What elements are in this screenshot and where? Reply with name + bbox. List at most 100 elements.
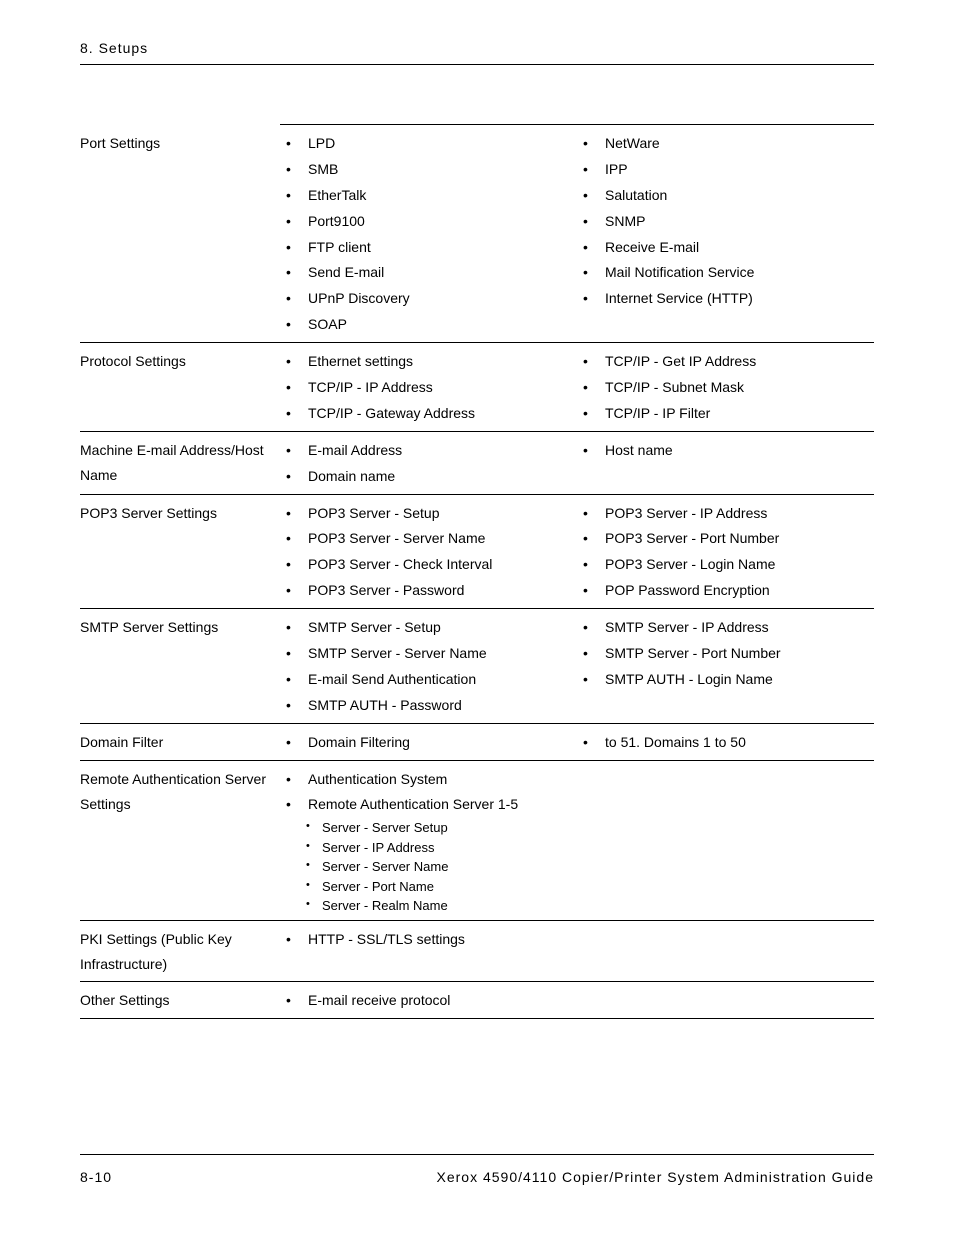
row-content: HTTP - SSL/TLS settings	[280, 927, 874, 977]
list-item: E-mail Address	[280, 438, 577, 464]
list-item: TCP/IP - IP Address	[280, 375, 577, 401]
table-row: Protocol SettingsEthernet settingsTCP/IP…	[80, 343, 874, 432]
table-row: Remote Authentication Server SettingsAut…	[80, 761, 874, 921]
list-item: UPnP Discovery	[280, 286, 577, 312]
left-column: HTTP - SSL/TLS settings	[280, 927, 577, 977]
row-label: Remote Authentication Server Settings	[80, 767, 280, 916]
table-row: SMTP Server SettingsSMTP Server - SetupS…	[80, 609, 874, 724]
row-label: Other Settings	[80, 988, 280, 1014]
right-column: to 51. Domains 1 to 50	[577, 730, 874, 756]
list-item: Host name	[577, 438, 874, 464]
list-item: TCP/IP - Gateway Address	[280, 401, 577, 427]
right-column: POP3 Server - IP AddressPOP3 Server - Po…	[577, 501, 874, 605]
right-column: Host name	[577, 438, 874, 490]
list-item: TCP/IP - IP Filter	[577, 401, 874, 427]
right-column	[577, 927, 874, 977]
row-content: LPDSMBEtherTalkPort9100FTP clientSend E-…	[280, 131, 874, 338]
row-label: Domain Filter	[80, 730, 280, 756]
page-footer: 8-10 Xerox 4590/4110 Copier/Printer Syst…	[80, 1154, 874, 1185]
row-content: SMTP Server - SetupSMTP Server - Server …	[280, 615, 874, 719]
list-item: to 51. Domains 1 to 50	[577, 730, 874, 756]
row-content: Ethernet settingsTCP/IP - IP AddressTCP/…	[280, 349, 874, 427]
list-item: POP3 Server - Login Name	[577, 552, 874, 578]
row-content: E-mail receive protocol	[280, 988, 874, 1014]
right-column: TCP/IP - Get IP AddressTCP/IP - Subnet M…	[577, 349, 874, 427]
list-item: Domain Filtering	[280, 730, 577, 756]
right-column: NetWareIPPSalutationSNMPReceive E-mailMa…	[577, 131, 874, 338]
list-item: Salutation	[577, 183, 874, 209]
list-item: Server - Port Name	[302, 877, 874, 897]
list-item: SMTP Server - IP Address	[577, 615, 874, 641]
list-item: POP3 Server - Password	[280, 578, 577, 604]
list-item: POP3 Server - Setup	[280, 501, 577, 527]
list-item: FTP client	[280, 235, 577, 261]
table-row: Other SettingsE-mail receive protocol	[80, 982, 874, 1019]
left-column: LPDSMBEtherTalkPort9100FTP clientSend E-…	[280, 131, 577, 338]
table-row: Port SettingsLPDSMBEtherTalkPort9100FTP …	[80, 125, 874, 343]
left-column: E-mail AddressDomain name	[280, 438, 577, 490]
right-column	[577, 988, 874, 1014]
left-column: E-mail receive protocol	[280, 988, 577, 1014]
list-item: TCP/IP - Get IP Address	[577, 349, 874, 375]
list-item: Server - Server Name	[302, 857, 874, 877]
left-column: Ethernet settingsTCP/IP - IP AddressTCP/…	[280, 349, 577, 427]
list-item: POP3 Server - Check Interval	[280, 552, 577, 578]
list-item: SMTP Server - Setup	[280, 615, 577, 641]
list-item: HTTP - SSL/TLS settings	[280, 927, 577, 953]
list-item: SMTP AUTH - Login Name	[577, 667, 874, 693]
table-top-rule	[280, 105, 874, 125]
list-item: Domain name	[280, 464, 577, 490]
list-item: Server - Realm Name	[302, 896, 874, 916]
list-item: Authentication System	[280, 767, 874, 793]
left-column: Domain Filtering	[280, 730, 577, 756]
list-item: POP3 Server - Server Name	[280, 526, 577, 552]
list-item: EtherTalk	[280, 183, 577, 209]
left-column: SMTP Server - SetupSMTP Server - Server …	[280, 615, 577, 719]
list-item: POP Password Encryption	[577, 578, 874, 604]
list-item: Server - IP Address	[302, 838, 874, 858]
left-column: POP3 Server - SetupPOP3 Server - Server …	[280, 501, 577, 605]
right-column: SMTP Server - IP AddressSMTP Server - Po…	[577, 615, 874, 719]
nested-heading: Remote Authentication Server 1-5	[280, 792, 874, 818]
table-row: Machine E-mail Address/Host NameE-mail A…	[80, 432, 874, 495]
list-item: SMTP Server - Port Number	[577, 641, 874, 667]
list-item: Send E-mail	[280, 260, 577, 286]
list-item: E-mail receive protocol	[280, 988, 577, 1014]
page-number: 8-10	[80, 1169, 112, 1185]
list-item: Ethernet settings	[280, 349, 577, 375]
list-item: SNMP	[577, 209, 874, 235]
table-row: Domain FilterDomain Filteringto 51. Doma…	[80, 724, 874, 761]
list-item: LPD	[280, 131, 577, 157]
row-content: Domain Filteringto 51. Domains 1 to 50	[280, 730, 874, 756]
nested-column: Authentication SystemRemote Authenticati…	[280, 767, 874, 916]
list-item: Internet Service (HTTP)	[577, 286, 874, 312]
row-label: SMTP Server Settings	[80, 615, 280, 719]
row-label: Protocol Settings	[80, 349, 280, 427]
row-label: PKI Settings (Public Key Infrastructure)	[80, 927, 280, 977]
list-item: E-mail Send Authentication	[280, 667, 577, 693]
list-item: Mail Notification Service	[577, 260, 874, 286]
chapter-label: 8. Setups	[80, 40, 148, 56]
row-content: POP3 Server - SetupPOP3 Server - Server …	[280, 501, 874, 605]
list-item: SOAP	[280, 312, 577, 338]
list-item: SMTP AUTH - Password	[280, 693, 577, 719]
list-item: POP3 Server - IP Address	[577, 501, 874, 527]
list-item: IPP	[577, 157, 874, 183]
row-content: Authentication SystemRemote Authenticati…	[280, 767, 874, 916]
table-row: POP3 Server SettingsPOP3 Server - SetupP…	[80, 495, 874, 610]
list-item: Port9100	[280, 209, 577, 235]
list-item: Server - Server Setup	[302, 818, 874, 838]
list-item: Receive E-mail	[577, 235, 874, 261]
row-label: POP3 Server Settings	[80, 501, 280, 605]
settings-table: Port SettingsLPDSMBEtherTalkPort9100FTP …	[80, 125, 874, 1019]
table-row: PKI Settings (Public Key Infrastructure)…	[80, 921, 874, 982]
page-header: 8. Setups	[80, 40, 874, 65]
list-item: TCP/IP - Subnet Mask	[577, 375, 874, 401]
nested-sublist: Server - Server SetupServer - IP Address…	[280, 818, 874, 916]
row-content: E-mail AddressDomain nameHost name	[280, 438, 874, 490]
row-label: Machine E-mail Address/Host Name	[80, 438, 280, 490]
list-item: NetWare	[577, 131, 874, 157]
doc-title: Xerox 4590/4110 Copier/Printer System Ad…	[437, 1169, 875, 1185]
list-item: SMTP Server - Server Name	[280, 641, 577, 667]
row-label: Port Settings	[80, 131, 280, 338]
